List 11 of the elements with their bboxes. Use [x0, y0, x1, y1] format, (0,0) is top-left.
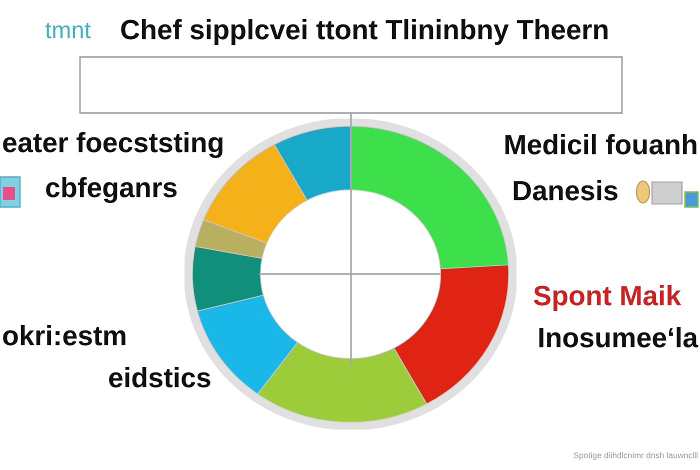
text: Inosumee‘la — [539, 327, 698, 348]
text: Medicil fouanh — [505, 134, 696, 154]
text: okri:estm — [3, 325, 126, 346]
chart-title: Chef sipplcvei ttont Tlininbny Theern — [121, 19, 608, 45]
text: Danesis — [514, 180, 618, 200]
text: Spotige diihdlcnimr dnsh lauwnclll — [574, 452, 698, 460]
text: Spont Maik — [534, 285, 682, 311]
text: tmnt — [45, 22, 91, 38]
text: eater foecststing — [3, 132, 222, 158]
text: cbfeganrs — [46, 176, 177, 204]
text: eidstics — [109, 367, 210, 388]
